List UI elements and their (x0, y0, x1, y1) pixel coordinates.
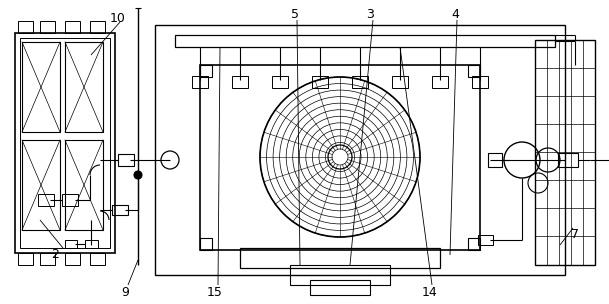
Bar (535, 40, 595, 265)
Bar (352, 76, 368, 88)
Text: 2: 2 (51, 248, 59, 261)
Bar (18, 21, 33, 33)
Bar (468, 65, 480, 77)
Bar (232, 76, 248, 88)
Text: 4: 4 (451, 8, 459, 20)
Bar (18, 253, 33, 265)
Bar (38, 194, 54, 206)
Bar (85, 240, 98, 248)
Circle shape (134, 171, 142, 179)
Text: 3: 3 (366, 8, 374, 20)
Bar (272, 76, 288, 88)
Bar (432, 76, 448, 88)
Bar (558, 153, 578, 167)
Bar (200, 65, 480, 250)
Bar (90, 253, 105, 265)
Bar (200, 238, 212, 250)
Text: 5: 5 (291, 8, 299, 20)
Bar (65, 253, 80, 265)
Bar (312, 76, 328, 88)
Bar (65, 42, 103, 132)
Bar (240, 248, 440, 268)
Bar (22, 42, 60, 132)
Bar (290, 265, 390, 285)
Bar (90, 21, 105, 33)
Bar (15, 33, 115, 253)
Bar (488, 153, 502, 167)
Bar (175, 35, 555, 47)
Bar (112, 205, 128, 215)
Bar (40, 21, 55, 33)
Text: 14: 14 (422, 285, 438, 299)
Text: 7: 7 (571, 229, 579, 241)
Bar (20, 38, 110, 248)
Bar (62, 194, 78, 206)
Bar (155, 25, 565, 275)
Bar (468, 238, 480, 250)
Bar (65, 240, 77, 248)
Bar (40, 253, 55, 265)
Bar (200, 65, 212, 77)
Bar (478, 235, 493, 245)
Bar (472, 76, 488, 88)
Bar (192, 76, 208, 88)
Bar (392, 76, 408, 88)
Bar (118, 154, 134, 166)
Text: 10: 10 (110, 12, 126, 25)
Bar (65, 140, 103, 230)
Text: 15: 15 (207, 285, 223, 299)
Text: 9: 9 (121, 285, 129, 299)
Bar (310, 280, 370, 295)
Bar (22, 140, 60, 230)
Bar (65, 21, 80, 33)
